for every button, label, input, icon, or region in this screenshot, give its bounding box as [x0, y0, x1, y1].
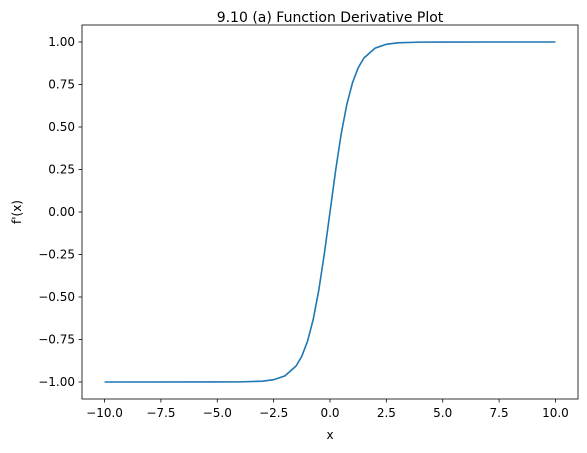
y-tick-label: 0.25 [48, 163, 75, 177]
x-tick-label: −7.5 [146, 406, 175, 420]
x-axis-ticks: −10.0 −7.5 −5.0 −2.5 0.0 2.5 5.0 7.5 10.0 [86, 399, 569, 420]
x-tick-label: 10.0 [542, 406, 569, 420]
y-tick-label: −0.75 [38, 333, 75, 347]
x-tick-label: 5.0 [433, 406, 452, 420]
y-tick-label: 0.75 [48, 78, 75, 92]
x-tick-label: 0.0 [320, 406, 339, 420]
x-axis-label: x [326, 428, 333, 442]
series-layer [104, 41, 556, 383]
y-tick-label: −0.50 [38, 290, 75, 304]
plot-frame [81, 24, 579, 400]
y-axis-label: f'(x) [10, 200, 24, 224]
x-tick-label: 7.5 [490, 406, 509, 420]
x-tick-label: −5.0 [203, 406, 232, 420]
series-line [104, 41, 556, 383]
x-tick-label: −10.0 [86, 406, 123, 420]
y-tick-label: 0.50 [48, 120, 75, 134]
y-axis-ticks: −1.00 −0.75 −0.50 −0.25 0.00 0.25 0.50 0.75 1.00 [38, 35, 82, 389]
x-tick-label: −2.5 [259, 406, 288, 420]
y-tick-label: 1.00 [48, 35, 75, 49]
chart-title: 9.10 (a) Function Derivative Plot [217, 10, 444, 26]
y-tick-label: 0.00 [48, 205, 75, 219]
x-tick-label: 2.5 [377, 406, 396, 420]
y-tick-label: −1.00 [38, 375, 75, 389]
y-tick-label: −0.25 [38, 248, 75, 262]
